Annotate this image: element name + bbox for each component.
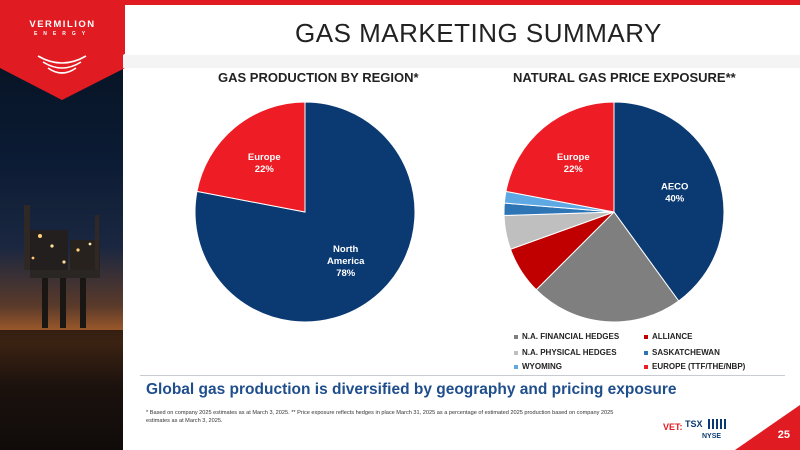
pie-label-north-america: North [333, 244, 359, 255]
nyse-pillars-icon [708, 419, 726, 429]
page-number: 25 [777, 429, 790, 441]
legend-item-na-financial-hedges: N.A. FINANCIAL HEDGES [514, 332, 619, 341]
pie-slice-europe [196, 101, 306, 213]
tsx-logo-text: TSX [685, 419, 703, 429]
top-accent-bar [0, 0, 800, 5]
pie-label-europe: 22% [564, 164, 584, 175]
chart-title-price-exposure: NATURAL GAS PRICE EXPOSURE** [513, 70, 736, 85]
slide-title: GAS MARKETING SUMMARY [295, 18, 662, 48]
pie-label-europe: 22% [255, 164, 275, 175]
nyse-logo-text: NYSE [702, 433, 721, 440]
pie-label-aeco: AECO [661, 181, 688, 192]
legend-label: WYOMING [522, 362, 562, 371]
logo-emblem [37, 55, 87, 74]
legend-swatch [514, 334, 518, 339]
legend-label: ALLIANCE [652, 332, 693, 341]
logo-banner [0, 0, 125, 100]
legend-swatch [644, 350, 648, 355]
brand-name: VERMILION [29, 19, 96, 30]
pie-label-north-america: America [327, 256, 365, 267]
legend-label: N.A. PHYSICAL HEDGES [522, 348, 617, 357]
pie-label-europe: Europe [248, 152, 281, 163]
pie-label-europe: Europe [557, 152, 590, 163]
pie-label-north-america: 78% [336, 268, 356, 279]
platform-illustration [0, 205, 123, 450]
legend-item-saskatchewan: SASKATCHEWAN [644, 348, 720, 357]
legend-label: EUROPE (TTF/THE/NBP) [652, 362, 746, 371]
exchange-logos: TSX NYSE [685, 419, 726, 440]
legend-swatch [644, 364, 648, 369]
chart-title-production: GAS PRODUCTION BY REGION* [218, 70, 419, 85]
legend-swatch [514, 350, 518, 355]
pie-slice-europe [505, 101, 615, 213]
divider-line [140, 375, 785, 376]
pie-label-aeco: 40% [665, 193, 685, 204]
legend-label: N.A. FINANCIAL HEDGES [522, 332, 620, 341]
legend-item-alliance: ALLIANCE [644, 332, 692, 341]
tagline: Global gas production is diversified by … [146, 381, 677, 398]
legend-swatch [644, 334, 648, 339]
pie-slice-n-a-financial-hedges [535, 211, 680, 323]
legend-swatch [514, 364, 518, 369]
footnote: * Based on company 2025 estimates as at … [146, 410, 614, 424]
corner-accent [735, 405, 800, 450]
pie-slice-aeco [613, 101, 725, 302]
ticker-label: VET: [663, 422, 683, 432]
legend-item-wyoming: WYOMING [514, 362, 562, 371]
legend-item-europe: EUROPE (TTF/THE/NBP) [644, 362, 745, 371]
brand-subname: ENERGY [33, 31, 92, 37]
legend-label: SASKATCHEWAN [652, 348, 720, 357]
legend-item-na-physical-hedges: N.A. PHYSICAL HEDGES [514, 348, 617, 357]
